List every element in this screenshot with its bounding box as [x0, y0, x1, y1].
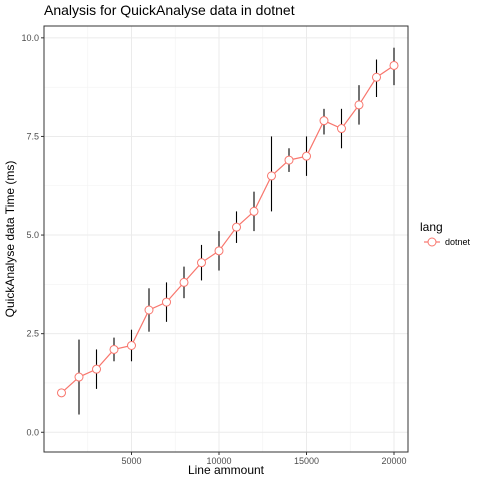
data-point [372, 72, 381, 82]
y-tick-label: 7.5 [26, 131, 39, 141]
y-tick-label: 5.0 [26, 230, 39, 240]
data-point [214, 246, 224, 256]
data-point [337, 124, 346, 134]
grid-major [44, 26, 408, 452]
legend-title: lang [420, 220, 443, 234]
y-axis-ticks: 0.0 2.5 5.0 7.5 10.0 [21, 33, 44, 437]
x-tick-label: 10000 [206, 456, 231, 466]
chart-title: Analysis for QuickAnalyse data in dotnet [44, 2, 295, 18]
y-tick-label: 10.0 [21, 33, 39, 43]
x-axis-ticks: 5000 10000 15000 20000 [121, 452, 407, 466]
data-point [284, 155, 294, 165]
plot-panel [44, 26, 408, 452]
grid-minor [44, 26, 408, 452]
data-point [92, 364, 101, 374]
data-point [109, 344, 119, 354]
data-point [319, 116, 329, 126]
data-point [197, 258, 206, 268]
data-point [232, 222, 241, 232]
data-point [127, 341, 136, 350]
data-point [57, 388, 66, 398]
x-tick-label: 20000 [381, 456, 406, 466]
x-axis-title: Line ammount [188, 463, 265, 477]
legend-label-dotnet: dotnet [445, 237, 471, 247]
data-point [144, 305, 154, 315]
legend: lang dotnet [420, 220, 471, 247]
y-tick-label: 2.5 [26, 329, 39, 339]
data-point [267, 171, 276, 181]
data-point [389, 60, 399, 70]
data-point [162, 297, 171, 307]
data-point [249, 206, 259, 216]
plot-border [43, 25, 409, 453]
legend-key-point [427, 237, 437, 247]
data-point [354, 100, 364, 110]
x-tick-label: 5000 [121, 456, 141, 466]
y-axis-title: QuickAnalyse data Time (ms) [3, 161, 17, 318]
data-points [57, 60, 399, 398]
data-point [179, 277, 189, 287]
x-tick-label: 15000 [294, 456, 319, 466]
data-point [74, 372, 84, 382]
data-point [302, 151, 311, 161]
y-tick-label: 0.0 [26, 427, 39, 437]
